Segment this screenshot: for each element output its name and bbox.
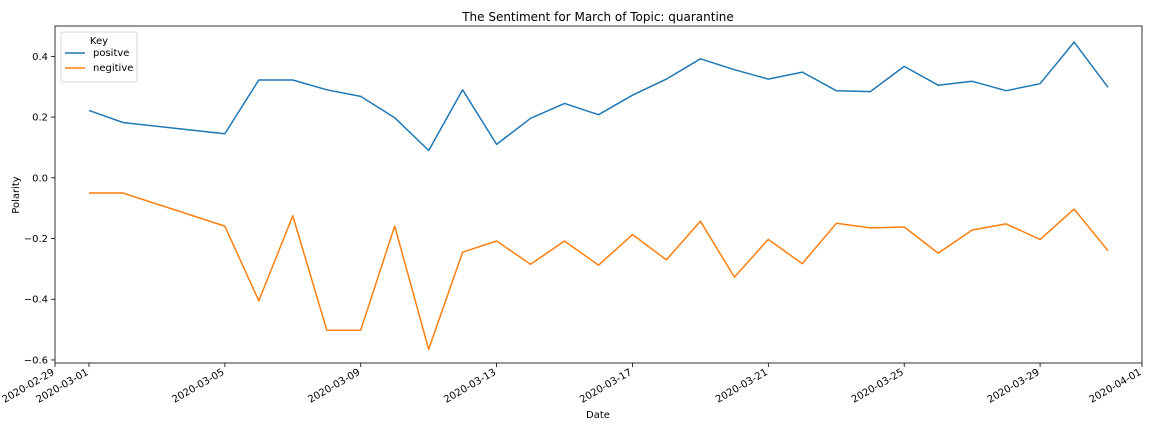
x-tick-label: 2020-03-29	[986, 367, 1042, 406]
y-tick-label: 0.4	[32, 52, 48, 63]
y-axis-label: Polarity	[11, 176, 22, 214]
series-line-positve	[88, 41, 1109, 152]
x-tick-label: 2020-03-17	[578, 367, 634, 406]
x-tick-label: 2020-03-09	[306, 367, 362, 406]
y-tick-label: −0.4	[24, 295, 48, 306]
x-tick-label: 2020-03-21	[714, 367, 770, 406]
x-tick-label: 2020-03-25	[850, 367, 906, 406]
legend-label-positve: positve	[93, 48, 129, 59]
y-tick-label: 0.0	[32, 173, 48, 184]
series-line-negitive	[89, 192, 1109, 351]
x-tick-label: 2020-03-05	[171, 367, 227, 406]
plot-area	[88, 41, 1109, 351]
x-tick-label: 2020-03-13	[442, 367, 498, 406]
y-tick-label: −0.2	[24, 234, 48, 245]
legend-label-negitive: negitive	[93, 63, 133, 74]
plot-frame	[54, 25, 1143, 364]
chart-title: The Sentiment for March of Topic: quaran…	[461, 10, 734, 24]
x-tick-label: 2020-04-01	[1088, 367, 1144, 406]
x-axis-label: Date	[586, 410, 610, 421]
y-tick-label: −0.6	[24, 355, 48, 366]
legend: Key positve negitive	[60, 31, 138, 83]
y-axis: 0.4 0.2 0.0 −0.2 −0.4 −0.6	[24, 52, 55, 366]
legend-box	[60, 31, 138, 83]
y-tick-label: 0.2	[32, 113, 48, 124]
legend-title: Key	[90, 36, 108, 47]
legend-items: positve negitive	[65, 48, 133, 74]
